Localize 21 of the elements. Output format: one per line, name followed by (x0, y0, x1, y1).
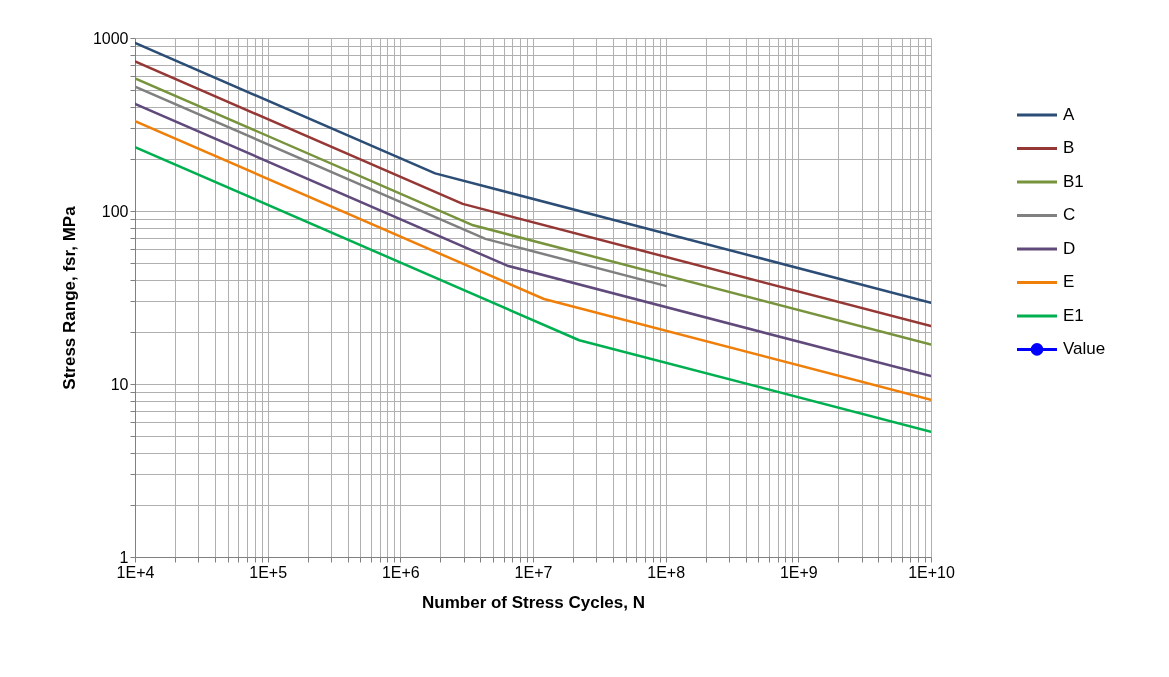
legend-label: E (1063, 272, 1075, 292)
x-tick-label: 1E+4 (116, 563, 155, 581)
x-tick-label: 1E+7 (514, 563, 553, 581)
y-tick-label: 100 (101, 202, 129, 220)
legend-label: C (1063, 205, 1076, 225)
y-tick-label: 1 (119, 548, 129, 566)
x-tick-label: 1E+10 (908, 563, 955, 581)
y-tick-label: 1000 (92, 29, 129, 47)
x-tick-label: 1E+9 (779, 563, 818, 581)
legend-label: B1 (1063, 171, 1084, 191)
legend-label: Value (1063, 339, 1106, 359)
x-tick-label: 1E+5 (249, 563, 288, 581)
y-tick-label: 10 (110, 375, 129, 393)
legend-label: A (1063, 105, 1075, 125)
x-tick-label: 1E+8 (647, 563, 686, 581)
legend-label: E1 (1063, 305, 1084, 325)
legend-label: D (1063, 238, 1076, 258)
y-axis-title: Stress Range, fsr, MPa (59, 205, 79, 390)
x-axis-title: Number of Stress Cycles, N (422, 592, 645, 612)
x-tick-label: 1E+6 (381, 563, 420, 581)
legend-label: B (1063, 138, 1075, 158)
